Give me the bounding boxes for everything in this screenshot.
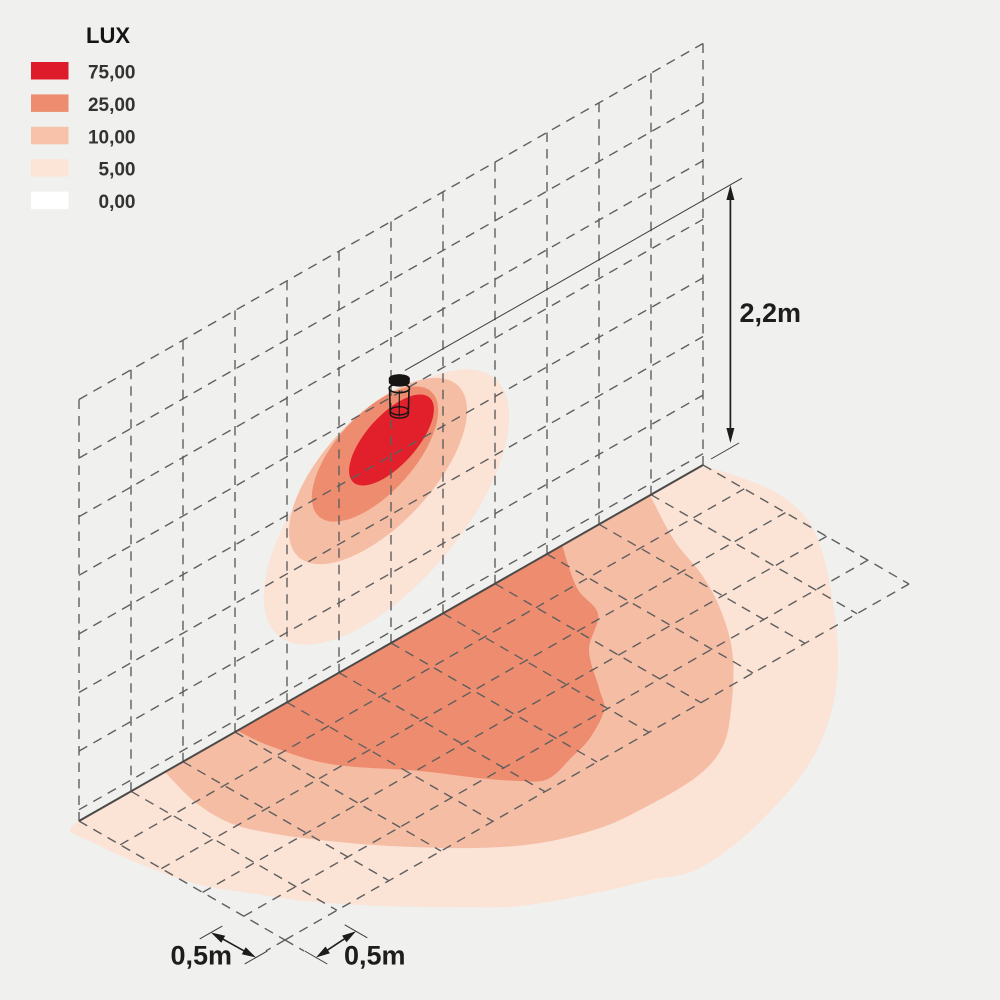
svg-text:5,00: 5,00	[99, 160, 136, 181]
svg-text:10,00: 10,00	[88, 127, 136, 148]
svg-text:0,00: 0,00	[99, 192, 136, 213]
svg-text:0,5m: 0,5m	[344, 941, 406, 971]
svg-text:25,00: 25,00	[88, 95, 136, 116]
svg-text:75,00: 75,00	[88, 63, 136, 84]
svg-text:2,2m: 2,2m	[740, 298, 802, 328]
svg-text:LUX: LUX	[86, 23, 130, 48]
svg-text:0,5m: 0,5m	[170, 941, 232, 971]
